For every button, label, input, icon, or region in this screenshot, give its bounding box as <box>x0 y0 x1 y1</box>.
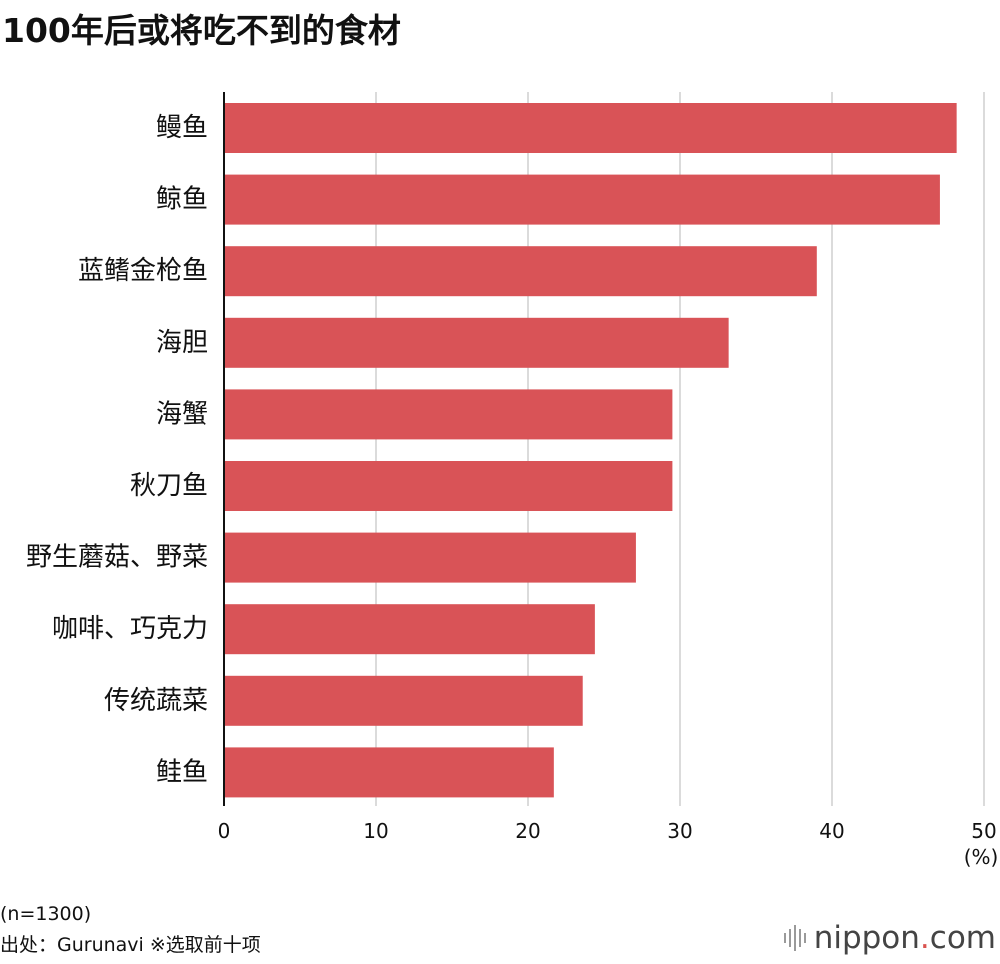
bar <box>224 747 554 798</box>
sample-size-note: (n=1300) <box>0 903 92 925</box>
x-tick-label: 10 <box>363 819 388 843</box>
category-label: 野生蘑菇、野菜 <box>26 543 208 573</box>
category-label: 蓝鳍金枪鱼 <box>78 256 208 286</box>
x-unit-label: (%) <box>964 845 999 869</box>
source-note: 出处：Gurunavi ※选取前十项 <box>0 934 261 956</box>
bar <box>224 532 636 583</box>
bar <box>224 246 817 297</box>
category-label: 鳗鱼 <box>156 113 208 143</box>
x-tick-label: 40 <box>819 819 844 843</box>
x-tick-label: 0 <box>218 819 231 843</box>
bar <box>224 604 595 655</box>
bar <box>224 461 673 511</box>
bar <box>224 389 673 440</box>
bar <box>224 675 583 726</box>
category-label: 传统蔬菜 <box>104 686 208 716</box>
logo-dot: . <box>919 920 930 956</box>
x-tick-label: 20 <box>515 819 540 843</box>
nippon-logo: nippon. com <box>783 920 996 956</box>
bar <box>224 317 729 368</box>
category-label: 海蟹 <box>156 399 208 429</box>
category-label: 咖啡、巧克力 <box>52 614 208 644</box>
chart-title: 100年后或将吃不到的食材 <box>2 11 401 50</box>
x-tick-label: 30 <box>667 819 692 843</box>
logo-name: nippon <box>813 920 920 956</box>
category-label: 鲑鱼 <box>156 757 208 787</box>
logo-tld: com <box>929 920 996 956</box>
bar <box>224 103 957 153</box>
x-tick-label: 50 <box>971 819 996 843</box>
category-label: 秋刀鱼 <box>130 471 208 501</box>
bar <box>224 174 940 225</box>
logo-bars-icon <box>783 925 806 951</box>
category-label: 鲸鱼 <box>156 185 208 215</box>
category-label: 海胆 <box>156 328 208 358</box>
